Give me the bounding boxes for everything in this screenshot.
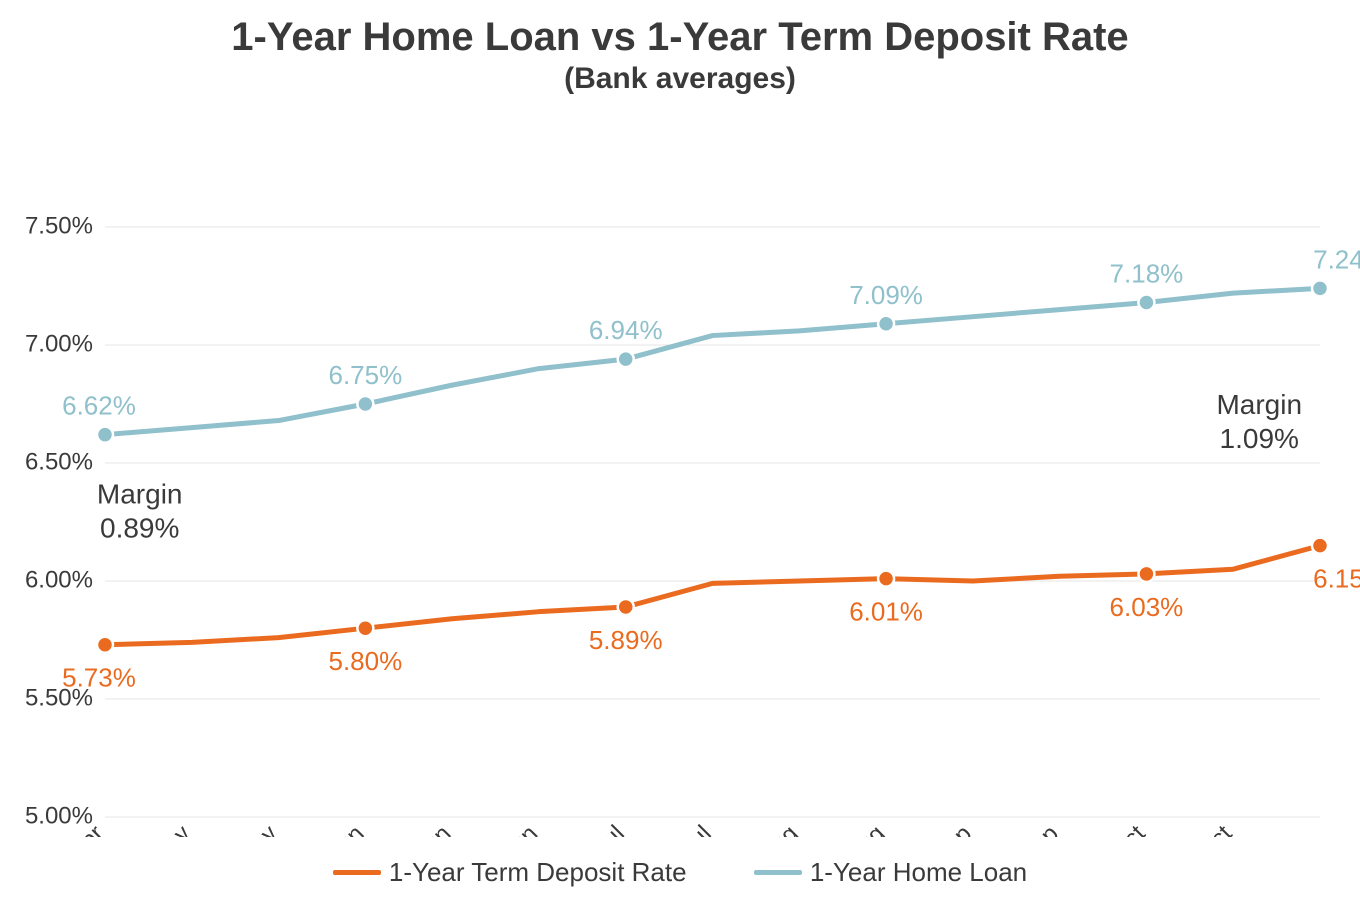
series-marker-homeloan — [1138, 294, 1154, 310]
annotation-left-line1: Margin — [97, 478, 183, 509]
series-marker-deposit — [1312, 537, 1328, 553]
x-tick-label: 16-Jun — [385, 820, 456, 837]
series-marker-homeloan — [618, 351, 634, 367]
x-tick-label: 8-Sep — [913, 820, 977, 837]
data-label-homeloan: 7.24% — [1313, 244, 1360, 274]
series-marker-homeloan — [97, 426, 113, 442]
legend-label-homeloan: 1-Year Home Loan — [810, 857, 1027, 888]
legend: 1-Year Term Deposit Rate 1-Year Home Loa… — [0, 851, 1360, 888]
data-label-homeloan: 6.94% — [589, 315, 663, 345]
x-tick-label: 25-Aug — [816, 820, 890, 837]
series-marker-deposit — [618, 598, 634, 614]
series-marker-homeloan — [1312, 280, 1328, 296]
data-label-deposit: 5.73% — [62, 662, 136, 692]
x-tick-label: 5-May — [130, 820, 196, 837]
legend-swatch-deposit — [333, 870, 381, 875]
x-tick-label: 19-May — [207, 820, 283, 837]
chart-svg: 5.00%5.50%6.00%6.50%7.00%7.50%21-Apr5-Ma… — [0, 97, 1360, 837]
x-tick-label: 22-Sep — [990, 820, 1064, 837]
data-label-homeloan: 6.62% — [62, 390, 136, 420]
data-label-deposit: 5.89% — [589, 624, 663, 654]
data-label-homeloan: 7.18% — [1110, 258, 1184, 288]
series-line-homeloan — [105, 288, 1320, 434]
legend-item-deposit: 1-Year Term Deposit Rate — [333, 857, 687, 888]
series-marker-homeloan — [357, 396, 373, 412]
y-tick-label: 5.00% — [25, 802, 93, 829]
title-block: 1-Year Home Loan vs 1-Year Term Deposit … — [0, 0, 1360, 97]
x-tick-label: 30-Jun — [472, 820, 543, 837]
annotation-left-line2: 0.89% — [100, 512, 179, 543]
x-tick-label: 2-Jun — [308, 820, 370, 837]
series-marker-deposit — [1138, 565, 1154, 581]
data-label-deposit: 5.80% — [328, 646, 402, 676]
x-tick-label: 20-Oct — [1167, 819, 1237, 836]
chart-container: 1-Year Home Loan vs 1-Year Term Deposit … — [0, 0, 1360, 908]
data-label-deposit: 6.15% — [1313, 563, 1360, 593]
series-marker-deposit — [357, 620, 373, 636]
chart-title: 1-Year Home Loan vs 1-Year Term Deposit … — [0, 14, 1360, 60]
y-tick-label: 6.00% — [25, 566, 93, 593]
legend-label-deposit: 1-Year Term Deposit Rate — [389, 857, 687, 888]
series-marker-deposit — [97, 636, 113, 652]
series-marker-homeloan — [878, 315, 894, 331]
series-marker-deposit — [878, 570, 894, 586]
data-label-homeloan: 6.75% — [328, 360, 402, 390]
x-tick-label: 6-Oct — [1090, 819, 1151, 836]
data-label-deposit: 6.01% — [849, 596, 923, 626]
x-tick-label: 11-Aug — [731, 820, 804, 837]
annotation-right-line1: Margin — [1216, 388, 1302, 419]
x-tick-label: 14-Jul — [565, 820, 630, 837]
data-label-homeloan: 7.09% — [849, 279, 923, 309]
y-tick-label: 6.50% — [25, 448, 93, 475]
legend-item-homeloan: 1-Year Home Loan — [754, 857, 1027, 888]
chart-subtitle: (Bank averages) — [0, 62, 1360, 97]
data-label-deposit: 6.03% — [1110, 591, 1184, 621]
y-tick-label: 7.00% — [25, 330, 93, 357]
legend-swatch-homeloan — [754, 870, 802, 875]
annotation-right-line2: 1.09% — [1220, 422, 1299, 453]
y-tick-label: 7.50% — [25, 212, 93, 239]
x-tick-label: 28-Jul — [651, 820, 716, 837]
